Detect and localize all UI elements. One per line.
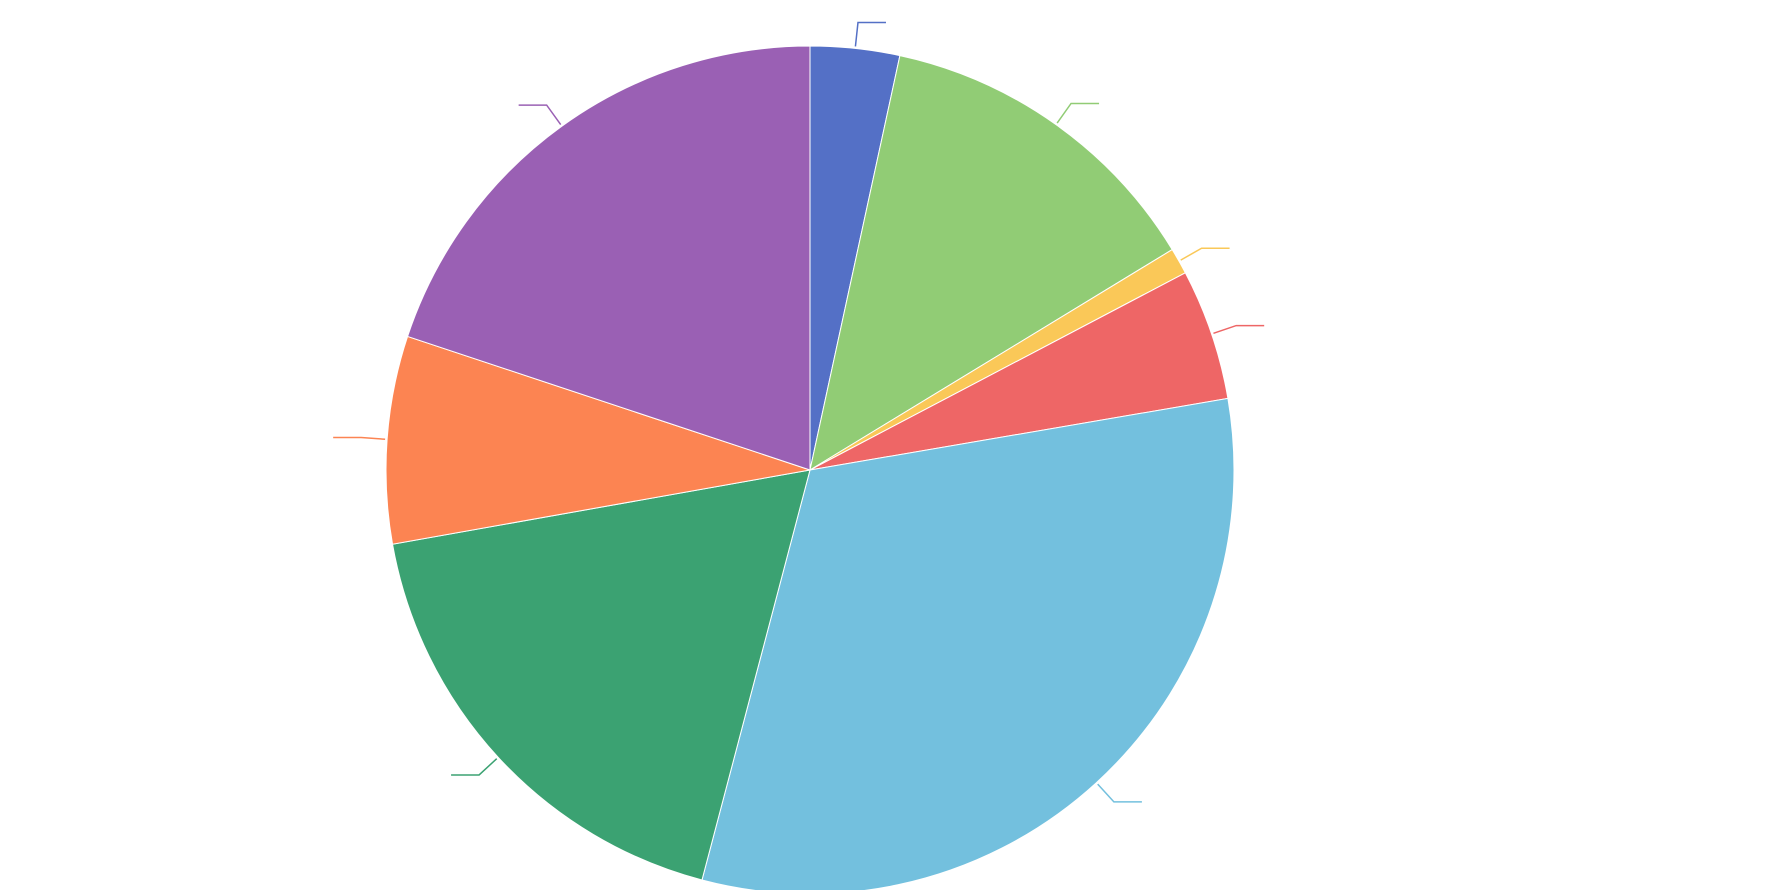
pie-leader-line-1 (854, 21, 886, 47)
pie-slice-6 (391, 469, 811, 881)
pie-leader-line-3 (1180, 247, 1230, 261)
pie-slice-7 (385, 335, 811, 545)
pie-leader-line-6 (451, 758, 498, 776)
pie-leader-lines (333, 21, 1265, 803)
pie-leader-line-8 (518, 104, 562, 126)
pie-leader-line-7 (333, 436, 386, 440)
pie-leader-line-4 (1213, 324, 1265, 334)
pie-slices (385, 45, 1235, 890)
pie-leader-line-5 (1097, 783, 1142, 803)
pie-slice-2 (809, 55, 1173, 472)
pie-leader-line-2 (1056, 102, 1100, 124)
pie-slice-8 (406, 45, 811, 471)
pie-slice-5 (701, 397, 1235, 890)
